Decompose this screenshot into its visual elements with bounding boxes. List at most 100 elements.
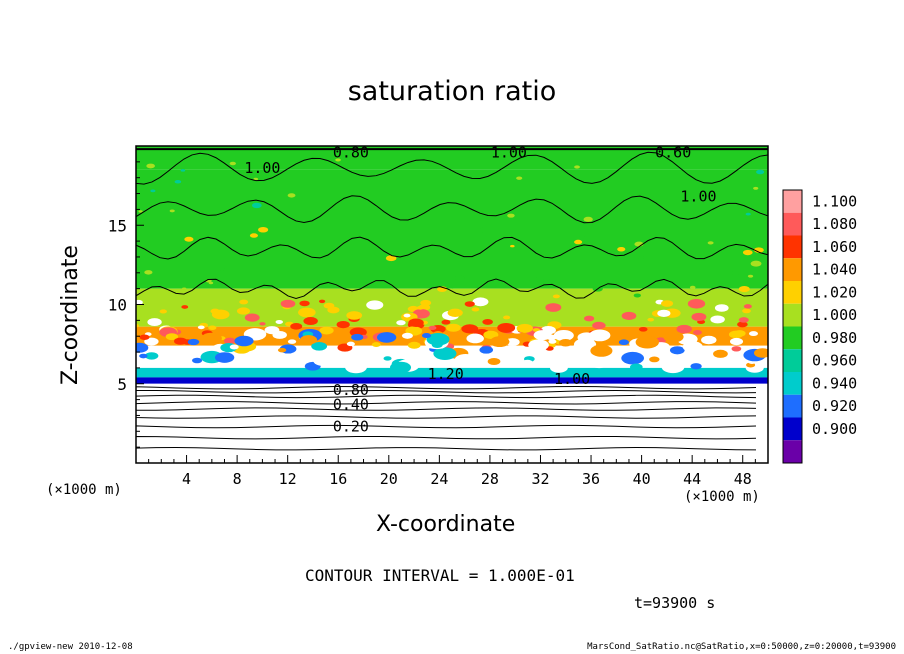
field-patch	[150, 189, 156, 193]
field-patch	[483, 330, 499, 339]
x-axis: 4 8 12 16 20 24 28 32 36 40 44 48	[148, 455, 756, 488]
field-patch	[165, 333, 179, 341]
field-patch	[617, 247, 626, 252]
field-patch	[403, 313, 411, 318]
field-patch	[421, 333, 432, 339]
x-tick-label: 32	[531, 470, 549, 488]
field-patch	[553, 329, 574, 342]
field-patch	[542, 278, 551, 283]
field-patch	[479, 226, 492, 234]
contour-line	[136, 236, 768, 260]
field-patch	[747, 274, 754, 278]
field-patch	[184, 236, 194, 242]
field-patch	[280, 299, 296, 308]
field-patch	[574, 239, 583, 245]
field-patch	[558, 338, 573, 347]
field-patch	[583, 315, 595, 322]
contour-label: 0.80	[333, 143, 369, 161]
field-patch	[416, 305, 424, 310]
field-patch	[533, 330, 552, 341]
field-patch	[728, 330, 743, 339]
colorbar-segment	[783, 349, 802, 372]
y-tick-label: 15	[108, 216, 127, 235]
field-patch	[692, 330, 702, 335]
field-patch	[647, 317, 655, 322]
footer-source: MarsCond_SatRatio.nc@SatRatio,x=0:50000,…	[587, 642, 896, 652]
field-patch	[385, 255, 397, 262]
field-patch	[618, 339, 629, 346]
contour-label: 1.20	[428, 365, 464, 383]
field-patch	[234, 335, 254, 347]
x-tick-label: 4	[182, 470, 191, 488]
colorbar-label: 0.960	[812, 352, 857, 370]
field-patch	[621, 351, 645, 365]
x-axis-unit: (×1000 m)	[684, 489, 760, 505]
contour-line	[136, 447, 757, 451]
field-patch	[390, 361, 412, 374]
field-patch	[479, 346, 494, 354]
field-patch	[548, 339, 557, 344]
colorbar-frame	[782, 189, 803, 464]
field-patch	[753, 186, 759, 190]
field-patch	[592, 321, 606, 330]
field-patch	[180, 169, 186, 172]
colorbar-label: 1.060	[812, 238, 857, 256]
field-patch	[638, 326, 648, 332]
x-tick-label: 28	[481, 470, 499, 488]
field-patch	[693, 349, 703, 355]
field-patch	[503, 315, 511, 320]
field-patch	[174, 179, 182, 184]
contour-line	[136, 415, 757, 419]
field-patch	[669, 346, 685, 355]
field-patch	[433, 347, 457, 360]
field-patch	[249, 233, 258, 238]
contour-line	[136, 195, 768, 224]
colorbar-segment	[783, 235, 802, 259]
field-patch	[407, 341, 421, 349]
field-patch	[633, 293, 641, 298]
field-patch	[223, 337, 236, 345]
field-patch	[583, 216, 593, 222]
field-patch	[218, 267, 226, 271]
contour-label: 0.40	[333, 395, 369, 413]
y-axis-unit: (×1000 m)	[46, 482, 122, 498]
field-patch	[589, 329, 611, 342]
field-patch	[277, 347, 287, 353]
x-tick-label: 40	[633, 470, 651, 488]
contour-line	[136, 151, 768, 185]
colorbar-label: 0.900	[812, 420, 857, 438]
field-patch	[272, 330, 287, 339]
field-patch	[236, 307, 251, 315]
colorbar-label: 1.020	[812, 283, 857, 301]
field-patch	[446, 323, 461, 332]
field-patch	[742, 308, 751, 314]
field-patch	[201, 332, 222, 345]
field-patch	[197, 325, 205, 330]
contour-line	[136, 278, 768, 299]
field-patch	[136, 324, 140, 328]
colorbar-segment	[783, 190, 802, 213]
field-patch	[552, 294, 560, 299]
colorbar-segment	[783, 212, 802, 236]
colorbar-segment	[783, 417, 802, 441]
contour-label: 0.20	[333, 418, 369, 436]
field-patch	[251, 202, 262, 209]
field-patch	[144, 352, 159, 360]
contour-label: 1.00	[554, 370, 590, 388]
x-axis-title: X-coordinate	[376, 512, 516, 537]
field-patch	[144, 337, 159, 346]
field-patch	[311, 341, 328, 351]
field-patch	[139, 334, 150, 340]
field-patch	[139, 353, 148, 359]
field-patch	[144, 270, 153, 275]
x-tick-label: 20	[380, 470, 398, 488]
field-patch	[299, 300, 310, 307]
field-patch	[287, 193, 296, 198]
field-patch	[239, 299, 249, 305]
field-patch	[687, 299, 706, 309]
field-patch	[159, 309, 167, 314]
field-patch	[690, 363, 702, 370]
field-patch	[635, 335, 659, 349]
field-patch	[731, 346, 742, 352]
field-patch	[663, 331, 684, 343]
